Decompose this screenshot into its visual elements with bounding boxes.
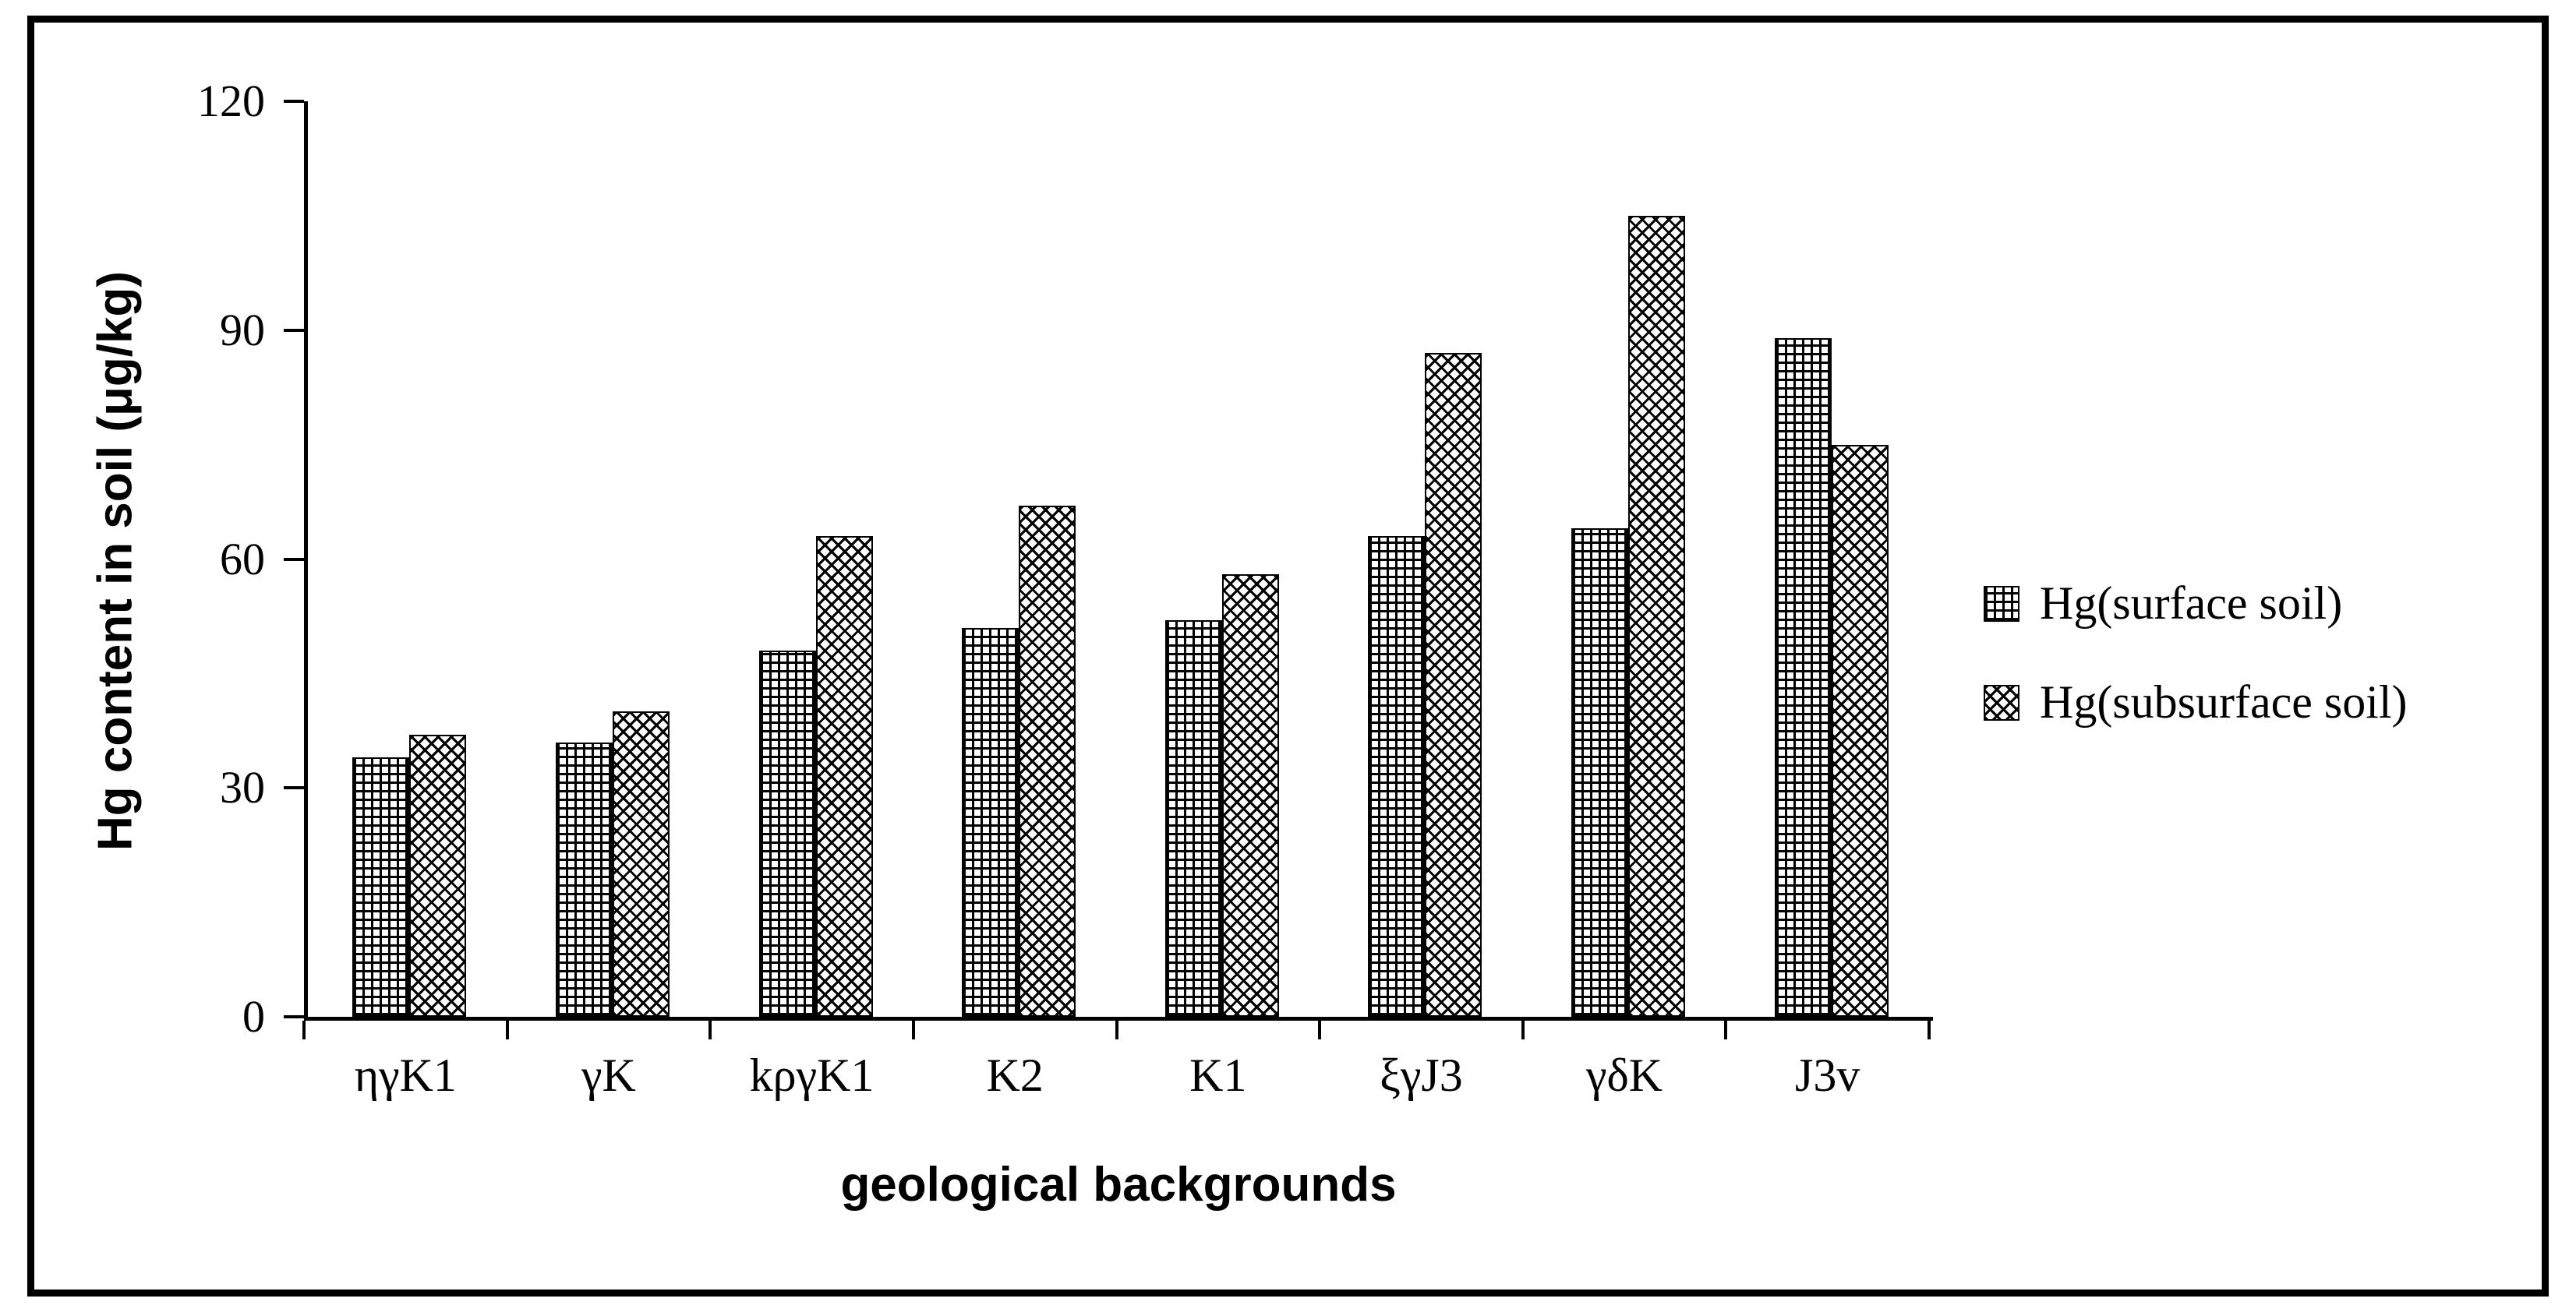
bar-surface xyxy=(1774,337,1832,1017)
y-tick-mark xyxy=(284,1015,304,1018)
x-tick-label: ηγK1 xyxy=(354,1050,457,1101)
x-tick-mark xyxy=(911,1021,915,1039)
x-tick-label: K1 xyxy=(1189,1050,1247,1101)
x-axis-title: geological backgrounds xyxy=(840,1158,1397,1212)
bar-subsurface xyxy=(612,711,670,1017)
plot-wrap: 0 30 60 90 120 ηγK1 γK kργK1 K2 K1 ξγJ3 γδK J3v xyxy=(197,76,1933,1101)
bar-subsurface xyxy=(1425,353,1482,1017)
x-tick-mark xyxy=(505,1021,509,1039)
chart-frame xyxy=(27,16,2549,1297)
y-tick-label: 120 xyxy=(197,76,265,126)
legend-label-subsurface: Hg(subsurface soil) xyxy=(2040,676,2408,728)
grid-pattern-swatch-icon xyxy=(1984,585,2019,622)
diamond-pattern-swatch-icon xyxy=(1984,684,2019,721)
bar-subsurface xyxy=(1019,505,1076,1017)
x-tick-mark xyxy=(1115,1021,1118,1039)
plot-area xyxy=(304,101,1933,1021)
legend-item-surface: Hg(surface soil) xyxy=(1984,577,2408,630)
bar-surface xyxy=(962,627,1019,1017)
bar-surface xyxy=(1368,536,1426,1017)
x-tick-mark xyxy=(1928,1021,1931,1039)
bar-subsurface xyxy=(1221,574,1279,1017)
legend-item-subsurface: Hg(subsurface soil) xyxy=(1984,676,2408,729)
x-tick-mark xyxy=(708,1021,712,1039)
y-tick-mark xyxy=(284,100,304,103)
bar-subsurface xyxy=(1628,215,1686,1017)
bar-subsurface xyxy=(815,536,873,1017)
bar-subsurface xyxy=(1831,444,1889,1017)
x-tick-label: K2 xyxy=(986,1050,1044,1101)
bar-surface xyxy=(555,742,613,1017)
x-tick-mark xyxy=(1521,1021,1525,1039)
x-tick-label: kργK1 xyxy=(749,1050,875,1101)
x-tick-label: ξγJ3 xyxy=(1380,1050,1463,1101)
legend-label-surface: Hg(surface soil) xyxy=(2040,577,2343,629)
y-tick-mark xyxy=(284,786,304,790)
bar-surface xyxy=(758,651,816,1017)
y-tick-label: 90 xyxy=(220,304,265,355)
x-tick-mark xyxy=(302,1021,306,1039)
y-tick-mark xyxy=(284,328,304,332)
bar-surface xyxy=(1571,528,1629,1017)
bar-subsurface xyxy=(409,734,467,1017)
x-tick-mark xyxy=(1724,1021,1728,1039)
legend: Hg(surface soil) Hg(subsurface soil) xyxy=(1984,577,2408,729)
y-tick-label: 0 xyxy=(242,991,265,1042)
x-tick-mark xyxy=(1318,1021,1322,1039)
y-tick-label: 30 xyxy=(220,762,265,813)
x-tick-label: γK xyxy=(581,1050,636,1101)
x-tick-label: γδK xyxy=(1586,1050,1663,1101)
y-axis-title: Hg content in soil (μg/kg) xyxy=(88,271,143,851)
x-tick-label: J3v xyxy=(1795,1050,1860,1101)
y-tick-label: 60 xyxy=(220,533,265,584)
bar-surface xyxy=(352,757,410,1017)
bar-surface xyxy=(1164,619,1222,1017)
y-tick-mark xyxy=(284,557,304,561)
